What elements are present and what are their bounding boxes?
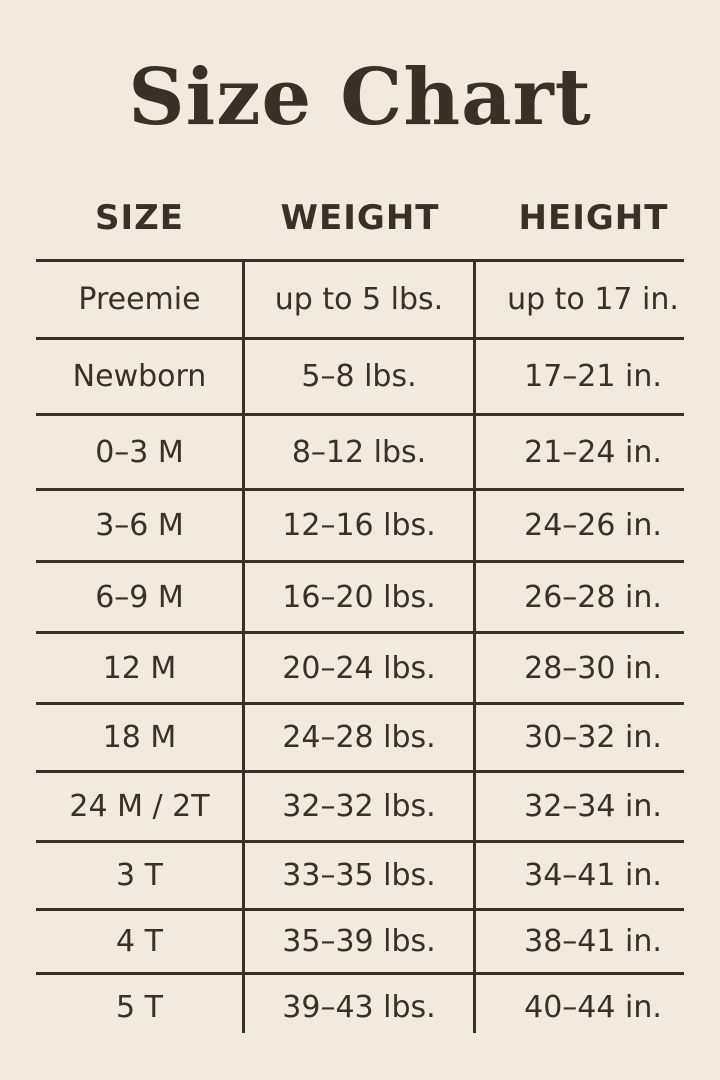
- row-divider: [36, 488, 684, 491]
- row-divider: [36, 972, 684, 975]
- cell-weight: 32–32 lbs.: [282, 789, 436, 824]
- cell-weight: 24–28 lbs.: [282, 720, 436, 755]
- cell-size: 24 M / 2T: [69, 789, 210, 824]
- cell-weight: up to 5 lbs.: [274, 282, 444, 317]
- cell-weight: 20–24 lbs.: [282, 650, 436, 686]
- cell-height: 38–41 in.: [524, 924, 662, 959]
- cell-size: Newborn: [72, 359, 207, 394]
- cell-weight: 16–20 lbs.: [282, 579, 436, 615]
- cell-height: up to 17 in.: [507, 282, 679, 317]
- cell-size: Preemie: [78, 282, 201, 317]
- cell-size: 3 T: [116, 858, 163, 893]
- cell-height: 30–32 in.: [524, 720, 662, 755]
- cell-height: 28–30 in.: [524, 650, 662, 686]
- cell-weight: 33–35 lbs.: [282, 858, 436, 893]
- cell-height: 26–28 in.: [524, 579, 662, 615]
- cell-weight: 35–39 lbs.: [282, 924, 436, 959]
- cell-size: 18 M: [102, 720, 177, 755]
- column-header-height: HEIGHT: [518, 198, 669, 238]
- cell-height: 32–34 in.: [524, 789, 662, 824]
- cell-height: 21–24 in.: [524, 434, 662, 470]
- column-divider: [242, 260, 245, 1033]
- cell-weight: 5–8 lbs.: [301, 359, 417, 394]
- cell-weight: 39–43 lbs.: [282, 990, 436, 1025]
- cell-height: 24–26 in.: [524, 508, 662, 543]
- column-header-size: SIZE: [94, 198, 185, 238]
- row-divider: [36, 770, 684, 773]
- column-header-weight: WEIGHT: [280, 198, 440, 238]
- cell-size: 6–9 M: [95, 579, 184, 615]
- cell-weight: 12–16 lbs.: [282, 508, 436, 543]
- page-title: Size Chart: [128, 52, 592, 143]
- cell-size: 12 M: [102, 650, 177, 686]
- row-divider: [36, 337, 684, 340]
- cell-size: 3–6 M: [95, 508, 184, 543]
- cell-size: 4 T: [116, 924, 163, 959]
- row-divider: [36, 259, 684, 262]
- row-divider: [36, 702, 684, 705]
- cell-size: 0–3 M: [95, 434, 184, 470]
- row-divider: [36, 840, 684, 843]
- row-divider: [36, 560, 684, 563]
- row-divider: [36, 631, 684, 634]
- cell-height: 17–21 in.: [524, 359, 662, 394]
- column-divider: [473, 260, 476, 1033]
- cell-weight: 8–12 lbs.: [291, 434, 427, 470]
- cell-height: 40–44 in.: [524, 990, 662, 1025]
- cell-size: 5 T: [116, 990, 163, 1025]
- cell-height: 34–41 in.: [524, 858, 662, 893]
- row-divider: [36, 908, 684, 911]
- row-divider: [36, 413, 684, 416]
